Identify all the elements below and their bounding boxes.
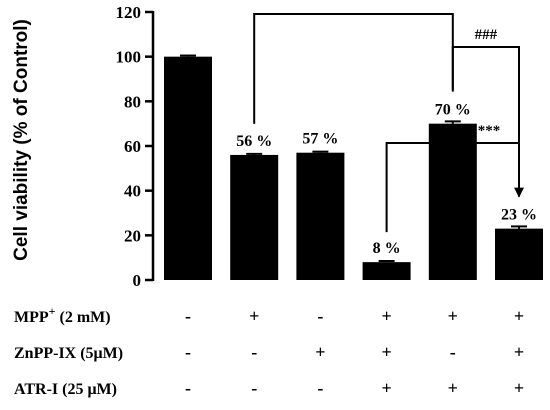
bar [495, 228, 543, 280]
condition-mark: + [514, 342, 524, 362]
condition-dose: (2 mM) [56, 309, 111, 326]
condition-mark: + [315, 342, 325, 362]
significance-label: *** [478, 123, 501, 139]
condition-mark: + [381, 342, 391, 362]
condition-label: MPP+ (2 mM) [14, 304, 111, 326]
y-tick-label: 120 [116, 3, 142, 22]
condition-name: MPP [14, 309, 49, 326]
data-label: 57 % [302, 131, 338, 148]
bar [296, 152, 345, 280]
condition-mark: - [317, 378, 323, 398]
bars [164, 56, 543, 281]
data-label: 56 % [236, 133, 272, 150]
y-axis: 0 20 40 60 80 100 120 [116, 3, 155, 290]
y-tick-label: 40 [124, 182, 141, 201]
condition-label: ATR-I (25 μM) [14, 381, 117, 398]
condition-mark: + [514, 306, 524, 326]
bar [230, 154, 279, 280]
condition-mark: + [381, 378, 391, 398]
condition-mark: + [381, 306, 391, 326]
condition-mark: - [185, 342, 191, 362]
y-axis-title-group: Cell viability (% of Control) [11, 19, 32, 261]
significance-label: ### [475, 27, 498, 43]
condition-mark: - [251, 342, 257, 362]
condition-label: ZnPP-IX (5μM) [14, 345, 123, 362]
bar [362, 262, 411, 280]
y-axis-title: Cell viability (% of Control) [11, 19, 32, 261]
data-label: 70 % [435, 102, 471, 119]
data-labels: 56 % 57 % 8 % 70 % 23 % [236, 102, 537, 257]
significance-bracket [451, 46, 520, 145]
y-tick-label: 80 [124, 92, 141, 111]
significance-bracket [385, 142, 520, 233]
y-tick-label: 100 [116, 48, 142, 67]
significance-brackets: *** ### [253, 13, 524, 233]
condition-name: ZnPP-IX (5μM) [14, 345, 123, 362]
y-tick-label: 20 [124, 226, 141, 245]
error-bars [180, 54, 527, 263]
bracket-arrow [514, 187, 524, 198]
condition-name: ATR-I (25 μM) [14, 381, 117, 398]
significance-bracket [253, 13, 454, 124]
bar [428, 123, 477, 281]
condition-mark: + [514, 378, 524, 398]
condition-mark: - [185, 378, 191, 398]
y-tick-label: 0 [133, 271, 142, 290]
condition-mark: - [317, 306, 323, 326]
condition-matrix: MPP+ (2 mM) - + - + + +ZnPP-IX (5μM) - - + + - +ATR-… [14, 304, 524, 398]
condition-mark: - [251, 378, 257, 398]
condition-mark: + [448, 378, 458, 398]
condition-mark: + [448, 306, 458, 326]
bar [164, 56, 212, 280]
condition-mark: - [450, 342, 456, 362]
condition-mark: - [185, 306, 191, 326]
condition-superscript: + [49, 304, 56, 318]
y-tick-label: 60 [124, 137, 141, 156]
data-label: 8 % [373, 240, 401, 257]
condition-mark: + [249, 306, 259, 326]
data-label: 23 % [501, 207, 537, 224]
